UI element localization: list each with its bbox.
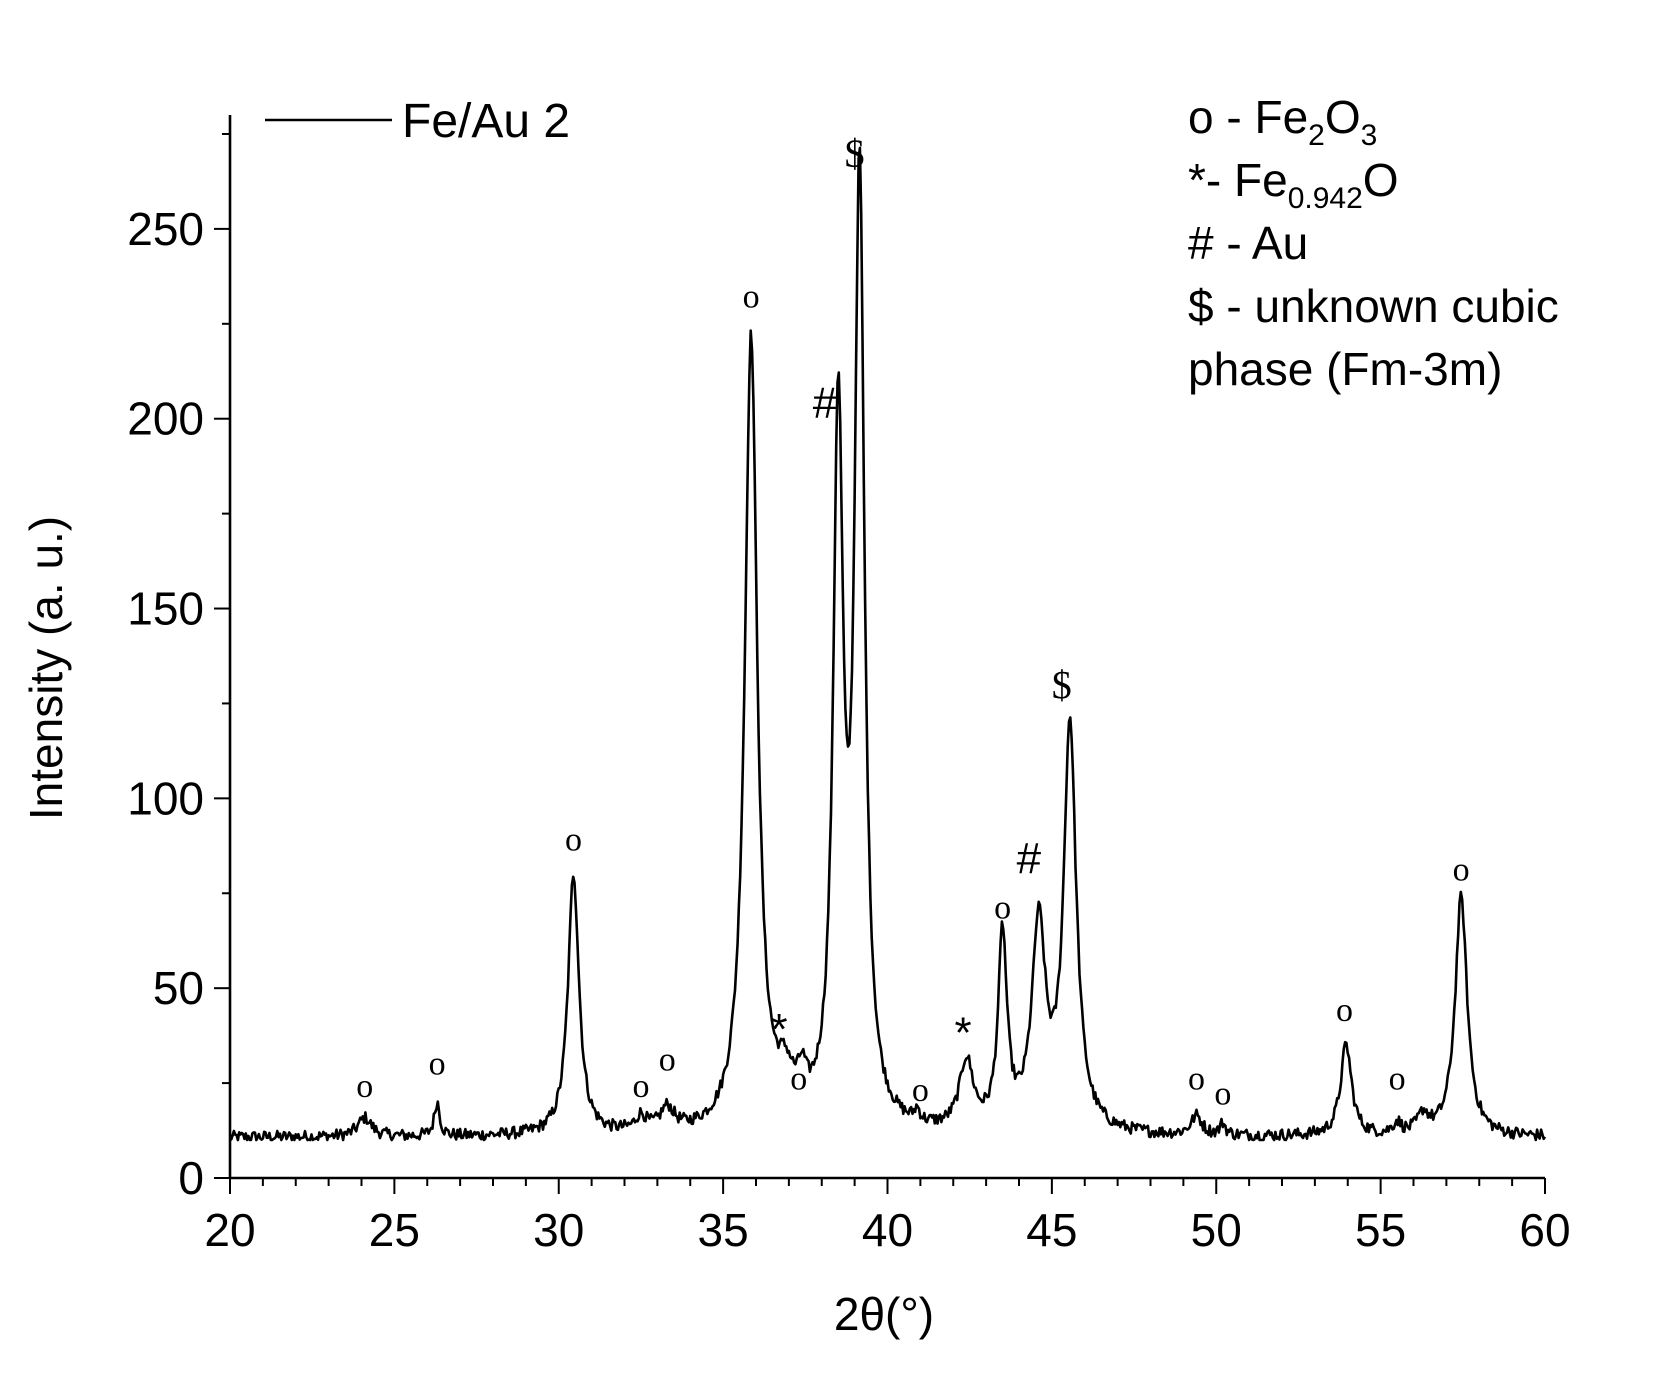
y-axis-label: Intensity (a. u.) [20,516,72,820]
peak-annotation: o [912,1072,929,1109]
peak-annotation: o [790,1060,807,1097]
peak-annotation: o [1453,852,1470,889]
y-tick-label: 250 [127,203,204,255]
phase-symbol: $ [1188,280,1214,332]
peak-annotation: o [565,821,582,858]
phase-symbol: # [1188,217,1214,269]
x-tick-label: 25 [369,1204,420,1256]
phase-symbol: * [1188,154,1206,206]
x-tick-label: 45 [1026,1204,1077,1256]
peak-annotation: o [356,1068,373,1105]
x-tick-label: 20 [204,1204,255,1256]
peak-annotation: o [994,890,1011,927]
peak-annotation: * [955,1009,972,1058]
axis-ticks [214,132,1546,1194]
x-tick-label: 40 [862,1204,913,1256]
peak-annotation: o [743,278,760,315]
y-tick-label: 50 [153,962,204,1014]
x-tick-label: 50 [1191,1204,1242,1256]
peak-annotation: o [1214,1076,1231,1113]
peak-annotation: # [813,379,838,428]
legend-label: Fe/Au 2 [402,95,570,148]
y-tick-label: 200 [127,393,204,445]
peak-annotation: o [429,1045,446,1082]
y-tick-label: 100 [127,772,204,824]
series-line-fe-au-2 [228,146,1547,1142]
phase-legend-entry: *- Fe0.942O [1188,154,1399,215]
phase-subscript: 2 [1308,119,1325,152]
x-tick-label: 55 [1355,1204,1406,1256]
peak-annotation: # [1017,834,1042,883]
phase-formula-part: O [1363,154,1399,206]
phase-name: - unknown cubic [1214,280,1559,332]
peak-annotation: $ [845,131,865,176]
x-tick-label: 35 [698,1204,749,1256]
y-tick-label: 150 [127,583,204,635]
phase-name: - Fe [1206,154,1288,206]
phase-name: phase (Fm-3m) [1188,343,1502,395]
tick-labels: 20 25 30 35 40 45 50 55 60 0 50 100 150 200 250 [127,203,1570,1256]
phase-subscript: 0.942 [1288,182,1363,215]
phase-legend-entry: # - Au [1188,217,1308,269]
phase-formula-part: O [1325,91,1361,143]
phase-legend-entry: o - Fe2O3 [1188,91,1377,152]
peak-annotation: o [632,1068,649,1105]
x-axis-label: 2θ(°) [834,1288,934,1340]
phase-subscript: 3 [1361,119,1378,152]
phase-name: - Fe [1214,91,1309,143]
phase-legend-entry: $ - unknown cubic [1188,280,1559,332]
y-tick-label: 0 [178,1152,204,1204]
phase-legend: o - Fe2O3*- Fe0.942O# - Au$ - unknown cu… [1188,91,1559,395]
peak-annotation: $ [1052,662,1072,707]
phase-legend-entry: phase (Fm-3m) [1188,343,1502,395]
legend: Fe/Au 2 [265,95,570,148]
peak-annotation: o [1188,1060,1205,1097]
peak-annotation: * [770,1005,787,1054]
phase-symbol: o [1188,91,1214,143]
peak-annotation: o [659,1042,676,1079]
x-tick-label: 60 [1519,1204,1570,1256]
peak-annotation: o [1389,1060,1406,1097]
phase-name: - Au [1214,217,1309,269]
peak-annotation: o [1336,992,1353,1029]
x-tick-label: 30 [533,1204,584,1256]
